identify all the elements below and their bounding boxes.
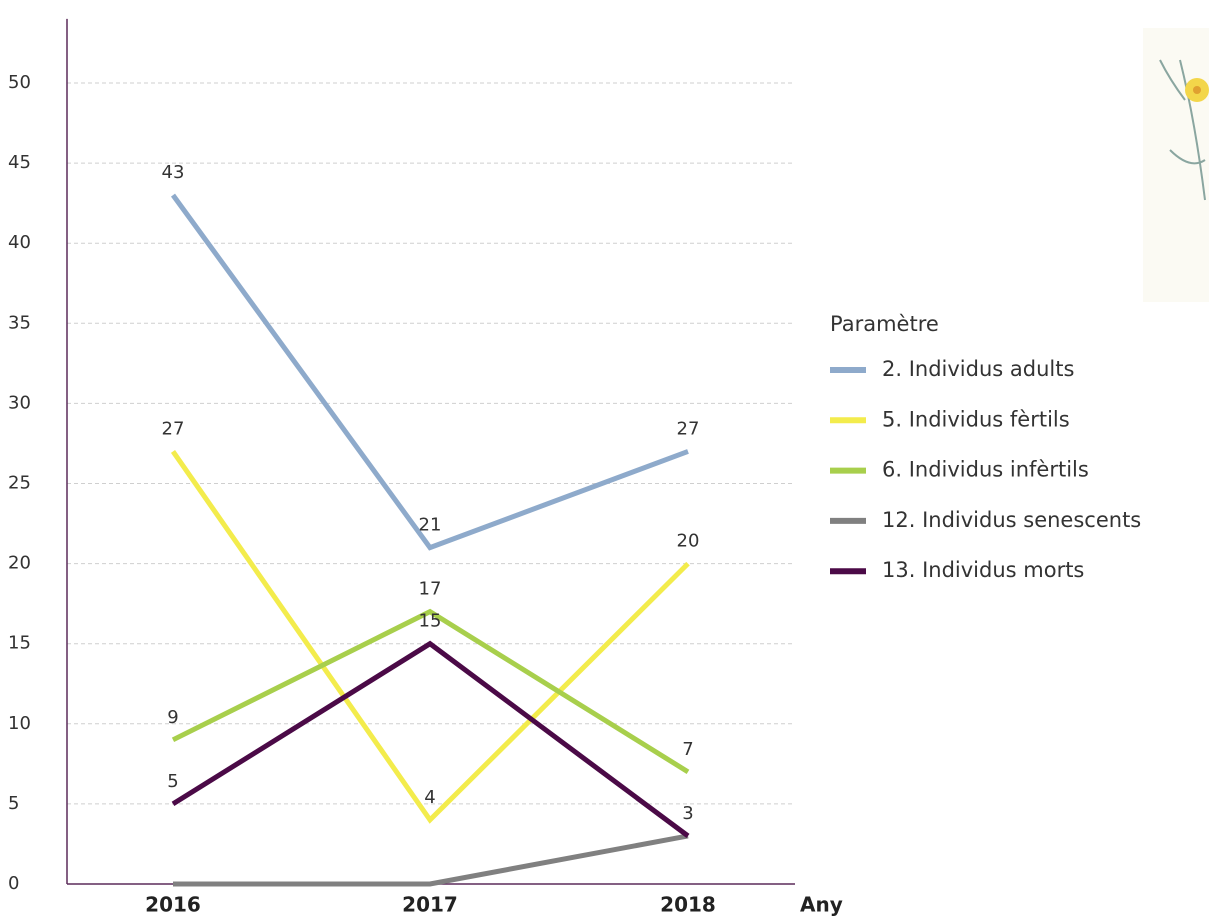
series-line xyxy=(173,833,689,887)
y-tick-label: 5 xyxy=(8,793,19,814)
series-line xyxy=(170,193,689,551)
y-tick-label: 30 xyxy=(8,392,31,413)
x-tick-label: 2017 xyxy=(402,893,458,917)
legend-label: 12. Individus senescents xyxy=(882,508,1141,532)
legend-label: 6. Individus infèrtils xyxy=(882,458,1089,482)
data-label: 17 xyxy=(419,579,442,600)
y-tick-label: 45 xyxy=(8,152,31,173)
legend-label: 13. Individus morts xyxy=(882,558,1084,582)
data-label: 7 xyxy=(682,739,693,760)
series-line xyxy=(171,640,690,838)
x-tick-label: 2016 xyxy=(145,893,201,917)
y-tick-label: 50 xyxy=(8,72,31,93)
data-label: 5 xyxy=(167,771,178,792)
y-tick-label: 35 xyxy=(8,312,31,333)
y-tick-label: 10 xyxy=(8,713,31,734)
data-label: 21 xyxy=(419,515,442,536)
legend-label: 2. Individus adults xyxy=(882,357,1074,381)
data-label: 27 xyxy=(677,418,700,439)
series-line xyxy=(171,608,690,774)
y-tick-label: 15 xyxy=(8,633,31,654)
y-tick-label: 40 xyxy=(8,232,31,253)
y-tick-label: 25 xyxy=(8,473,31,494)
legend-title: Paramètre xyxy=(830,312,939,336)
data-label: 20 xyxy=(677,531,700,552)
y-tick-label: 20 xyxy=(8,553,31,574)
data-label: 27 xyxy=(162,418,185,439)
data-label: 3 xyxy=(682,803,693,824)
series-line xyxy=(170,450,690,824)
x-axis-label: Any xyxy=(800,893,843,917)
x-tick-label: 2018 xyxy=(660,893,716,917)
decorative-illustration xyxy=(1143,28,1209,302)
legend-label: 5. Individus fèrtils xyxy=(882,407,1070,431)
data-label: 4 xyxy=(424,787,435,808)
data-label: 15 xyxy=(419,611,442,632)
y-tick-label: 0 xyxy=(8,873,19,894)
data-label: 43 xyxy=(162,162,185,183)
data-label: 9 xyxy=(167,707,178,728)
